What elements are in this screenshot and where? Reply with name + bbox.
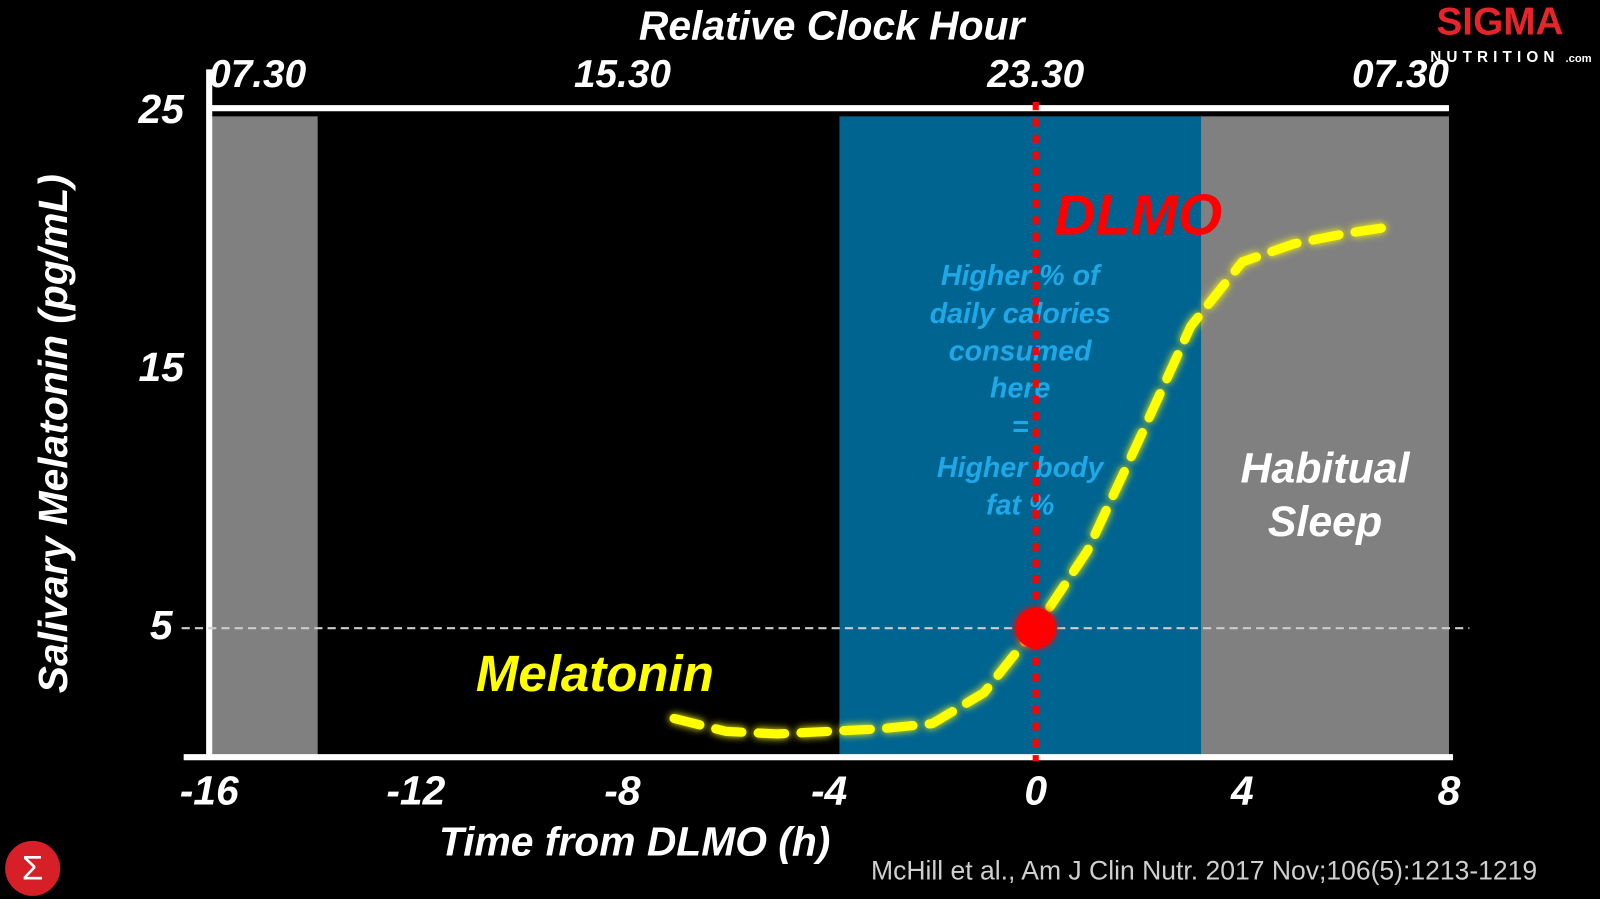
logo-tagline: NUTRITION xyxy=(1430,49,1559,66)
band-label: Sleep xyxy=(1268,498,1382,546)
x-tick-label: 0 xyxy=(1024,768,1047,814)
logo-suffix: .com xyxy=(1565,53,1591,65)
band xyxy=(1201,116,1449,758)
x-tick-label: -8 xyxy=(604,768,641,814)
x2-tick-label: 07.30 xyxy=(1352,53,1449,96)
band-label: Habitual xyxy=(1240,445,1410,493)
x-tick-label: -12 xyxy=(386,768,445,814)
dlmo-label: DLMO xyxy=(1054,183,1222,247)
band-annotation: fat % xyxy=(986,490,1054,522)
y-tick-label: 15 xyxy=(139,344,186,390)
band-annotation: Higher % of xyxy=(941,260,1102,292)
chart-title: Relative Clock Hour xyxy=(639,2,1027,48)
x2-tick-label: 07.30 xyxy=(209,53,306,96)
x-tick-label: 8 xyxy=(1438,768,1461,814)
band-annotation: daily calories xyxy=(930,298,1111,330)
series-label: Melatonin xyxy=(476,645,714,702)
band-annotation: consumed xyxy=(949,336,1092,368)
band-annotation: here xyxy=(990,372,1050,404)
logo-badge xyxy=(5,840,61,896)
x-axis-label: Time from DLMO (h) xyxy=(439,819,830,865)
plot: Higher % of daily calories consumed here = Hi… xyxy=(138,53,1470,814)
dlmo-point xyxy=(1015,607,1057,649)
y-tick-label: 25 xyxy=(138,86,186,132)
logo-name: SIGMA xyxy=(1436,1,1563,44)
x-tick-label: -16 xyxy=(180,768,239,814)
x2-tick-label: 23.30 xyxy=(986,53,1084,96)
x-tick-label: 4 xyxy=(1230,768,1254,814)
source: McHill et al., Am J Clin Nutr. 2017 Nov;… xyxy=(871,855,1537,885)
x-tick-label: -4 xyxy=(811,768,847,814)
band-annotation: Higher body xyxy=(937,452,1106,484)
y-tick-label: 5 xyxy=(150,602,174,648)
x2-tick-label: 15.30 xyxy=(574,53,671,96)
y-axis-label: Salivary Melatonin (pg/mL) xyxy=(30,174,76,693)
band xyxy=(209,116,318,758)
logo-icon: Σ xyxy=(22,850,43,888)
band-annotation: = xyxy=(1012,411,1029,443)
